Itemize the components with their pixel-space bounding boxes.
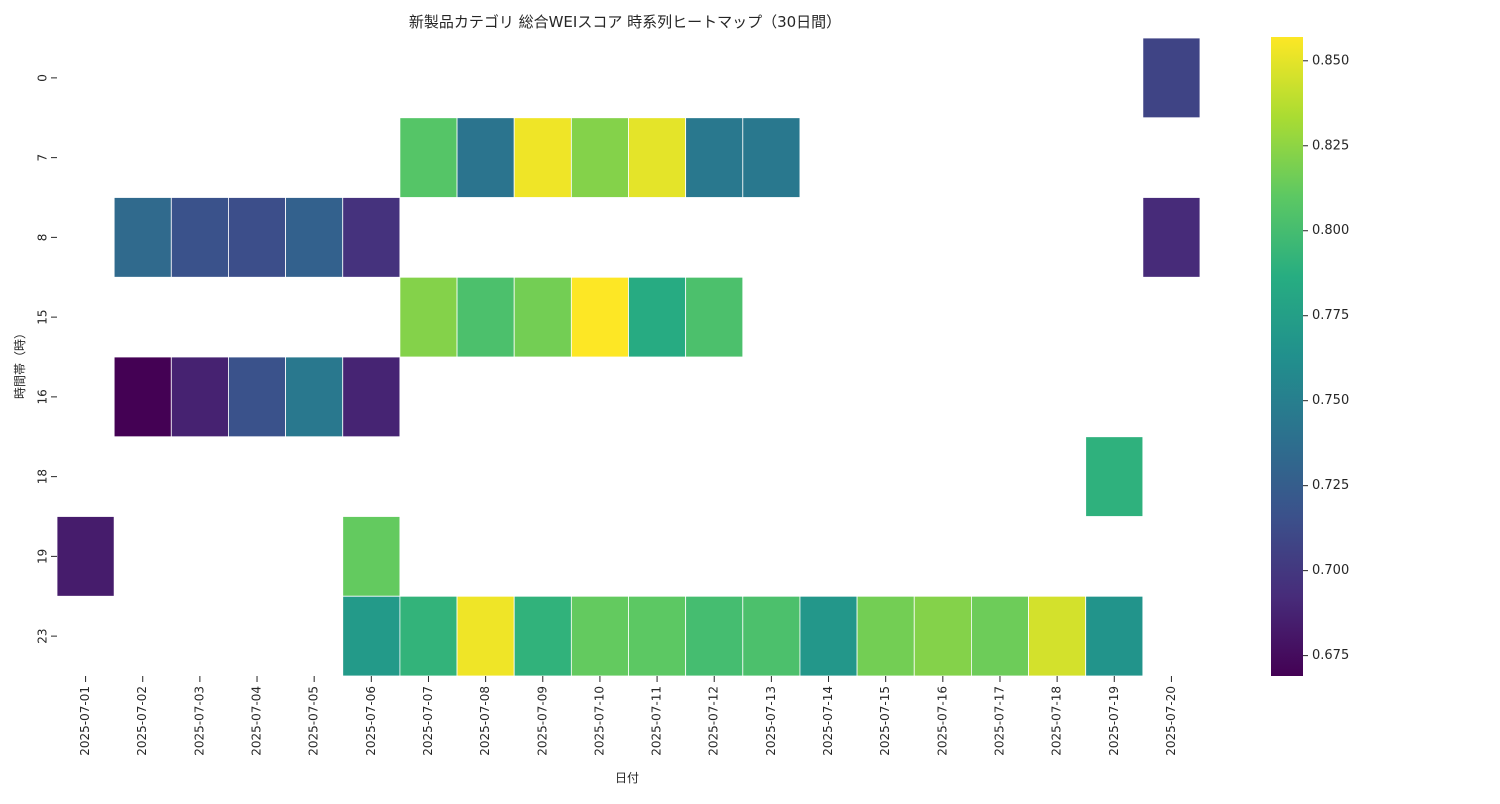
colorbar-tick-label: 0.850 [1312,53,1349,68]
y-tick-label: 0 [36,74,50,82]
heatmap-cell [570,595,629,677]
heatmap-cell [170,197,229,278]
heatmap-cell [1142,197,1201,278]
x-tick-label: 2025-07-06 [364,686,378,756]
x-tick-label: 2025-07-12 [707,686,721,756]
y-tick-label: 8 [36,234,50,242]
heatmap-cells [56,37,1201,677]
x-tick-label: 2025-07-04 [250,686,264,756]
heatmap-cell [113,197,172,278]
x-tick-label: 2025-07-02 [135,686,149,756]
x-tick-label: 2025-07-10 [592,686,606,756]
colorbar-tick-label: 0.750 [1312,393,1349,408]
heatmap-cell [742,117,801,198]
heatmap-cell [799,595,858,677]
x-tick-label: 2025-07-09 [535,686,549,756]
x-tick-label: 2025-07-14 [821,686,835,756]
x-tick-label: 2025-07-18 [1050,686,1064,756]
colorbar-tick-label: 0.700 [1312,563,1349,578]
heatmap-cell [1085,595,1144,677]
heatmap-cell [971,595,1029,677]
heatmap-cell [513,276,572,358]
heatmap-cell [399,276,458,358]
heatmap-cell [856,595,915,677]
heatmap-cell [570,276,629,358]
colorbar-ticks: 0.675 0.700 0.725 0.750 0.775 0.800 0.825 0.850 [1303,53,1349,663]
heatmap-cell [399,117,458,198]
x-tick-label: 2025-07-15 [878,686,892,756]
heatmap-cell [456,276,515,358]
chart-title: 新製品カテゴリ 総合WEIスコア 時系列ヒートマップ（30日間） [409,13,841,31]
x-tick-label: 2025-07-03 [192,686,206,756]
heatmap-cell [742,595,801,677]
heatmap-cell [685,117,744,198]
heatmap-cell [1142,37,1201,119]
heatmap-cell [456,117,515,198]
y-tick-label: 18 [36,469,50,484]
heatmap-cell [228,356,286,438]
y-axis-label: 時間帯（時） [13,327,27,399]
heatmap-cell [170,356,229,438]
heatmap-cell [285,197,344,278]
colorbar-tick-label: 0.725 [1312,478,1349,493]
colorbar-tick-label: 0.675 [1312,648,1349,663]
heatmap-cell [342,595,401,677]
colorbar-tick-label: 0.775 [1312,308,1349,323]
x-tick-label: 2025-07-05 [307,686,321,756]
x-tick-label: 2025-07-08 [478,686,492,756]
colorbar-tick-label: 0.800 [1312,223,1349,238]
heatmap-cell [628,595,687,677]
x-axis-label: 日付 [615,771,639,785]
heatmap-cell [685,276,744,358]
heatmap-cell [628,117,687,198]
heatmap-cell [342,197,401,278]
heatmap-cell [342,356,401,438]
heatmap-cell [685,595,744,677]
y-axis-ticks: 0 7 8 15 16 18 19 23 [36,74,57,644]
heatmap-cell [1028,595,1087,677]
x-tick-label: 2025-07-01 [78,686,92,756]
y-tick-label: 23 [36,628,50,643]
colorbar-tick-label: 0.825 [1312,138,1349,153]
colorbar [1271,37,1303,676]
y-tick-label: 7 [36,154,50,162]
heatmap-cell [513,595,572,677]
heatmap-cell [456,595,515,677]
heatmap-cell [913,595,972,677]
x-tick-label: 2025-07-13 [764,686,778,756]
x-tick-label: 2025-07-20 [1164,686,1178,756]
heatmap-cell [513,117,572,198]
y-tick-label: 16 [36,389,50,404]
x-tick-label: 2025-07-16 [935,686,949,756]
x-tick-label: 2025-07-19 [1107,686,1121,756]
heatmap-cell [399,595,458,677]
heatmap-cell [113,356,172,438]
y-tick-label: 15 [36,309,50,324]
heatmap-cell [285,356,344,438]
x-tick-label: 2025-07-07 [421,686,435,756]
heatmap-cell [228,197,286,278]
heatmap-cell [628,276,687,358]
x-axis-ticks: 2025-07-01 2025-07-02 2025-07-03 2025-07-04… [78,676,1178,756]
heatmap-cell [56,516,115,597]
x-tick-label: 2025-07-17 [992,686,1006,756]
heatmap-cell [1085,436,1144,517]
heatmap-cell [342,516,401,597]
heatmap-cell [570,117,629,198]
y-tick-label: 19 [36,549,50,564]
x-tick-label: 2025-07-11 [650,686,664,756]
